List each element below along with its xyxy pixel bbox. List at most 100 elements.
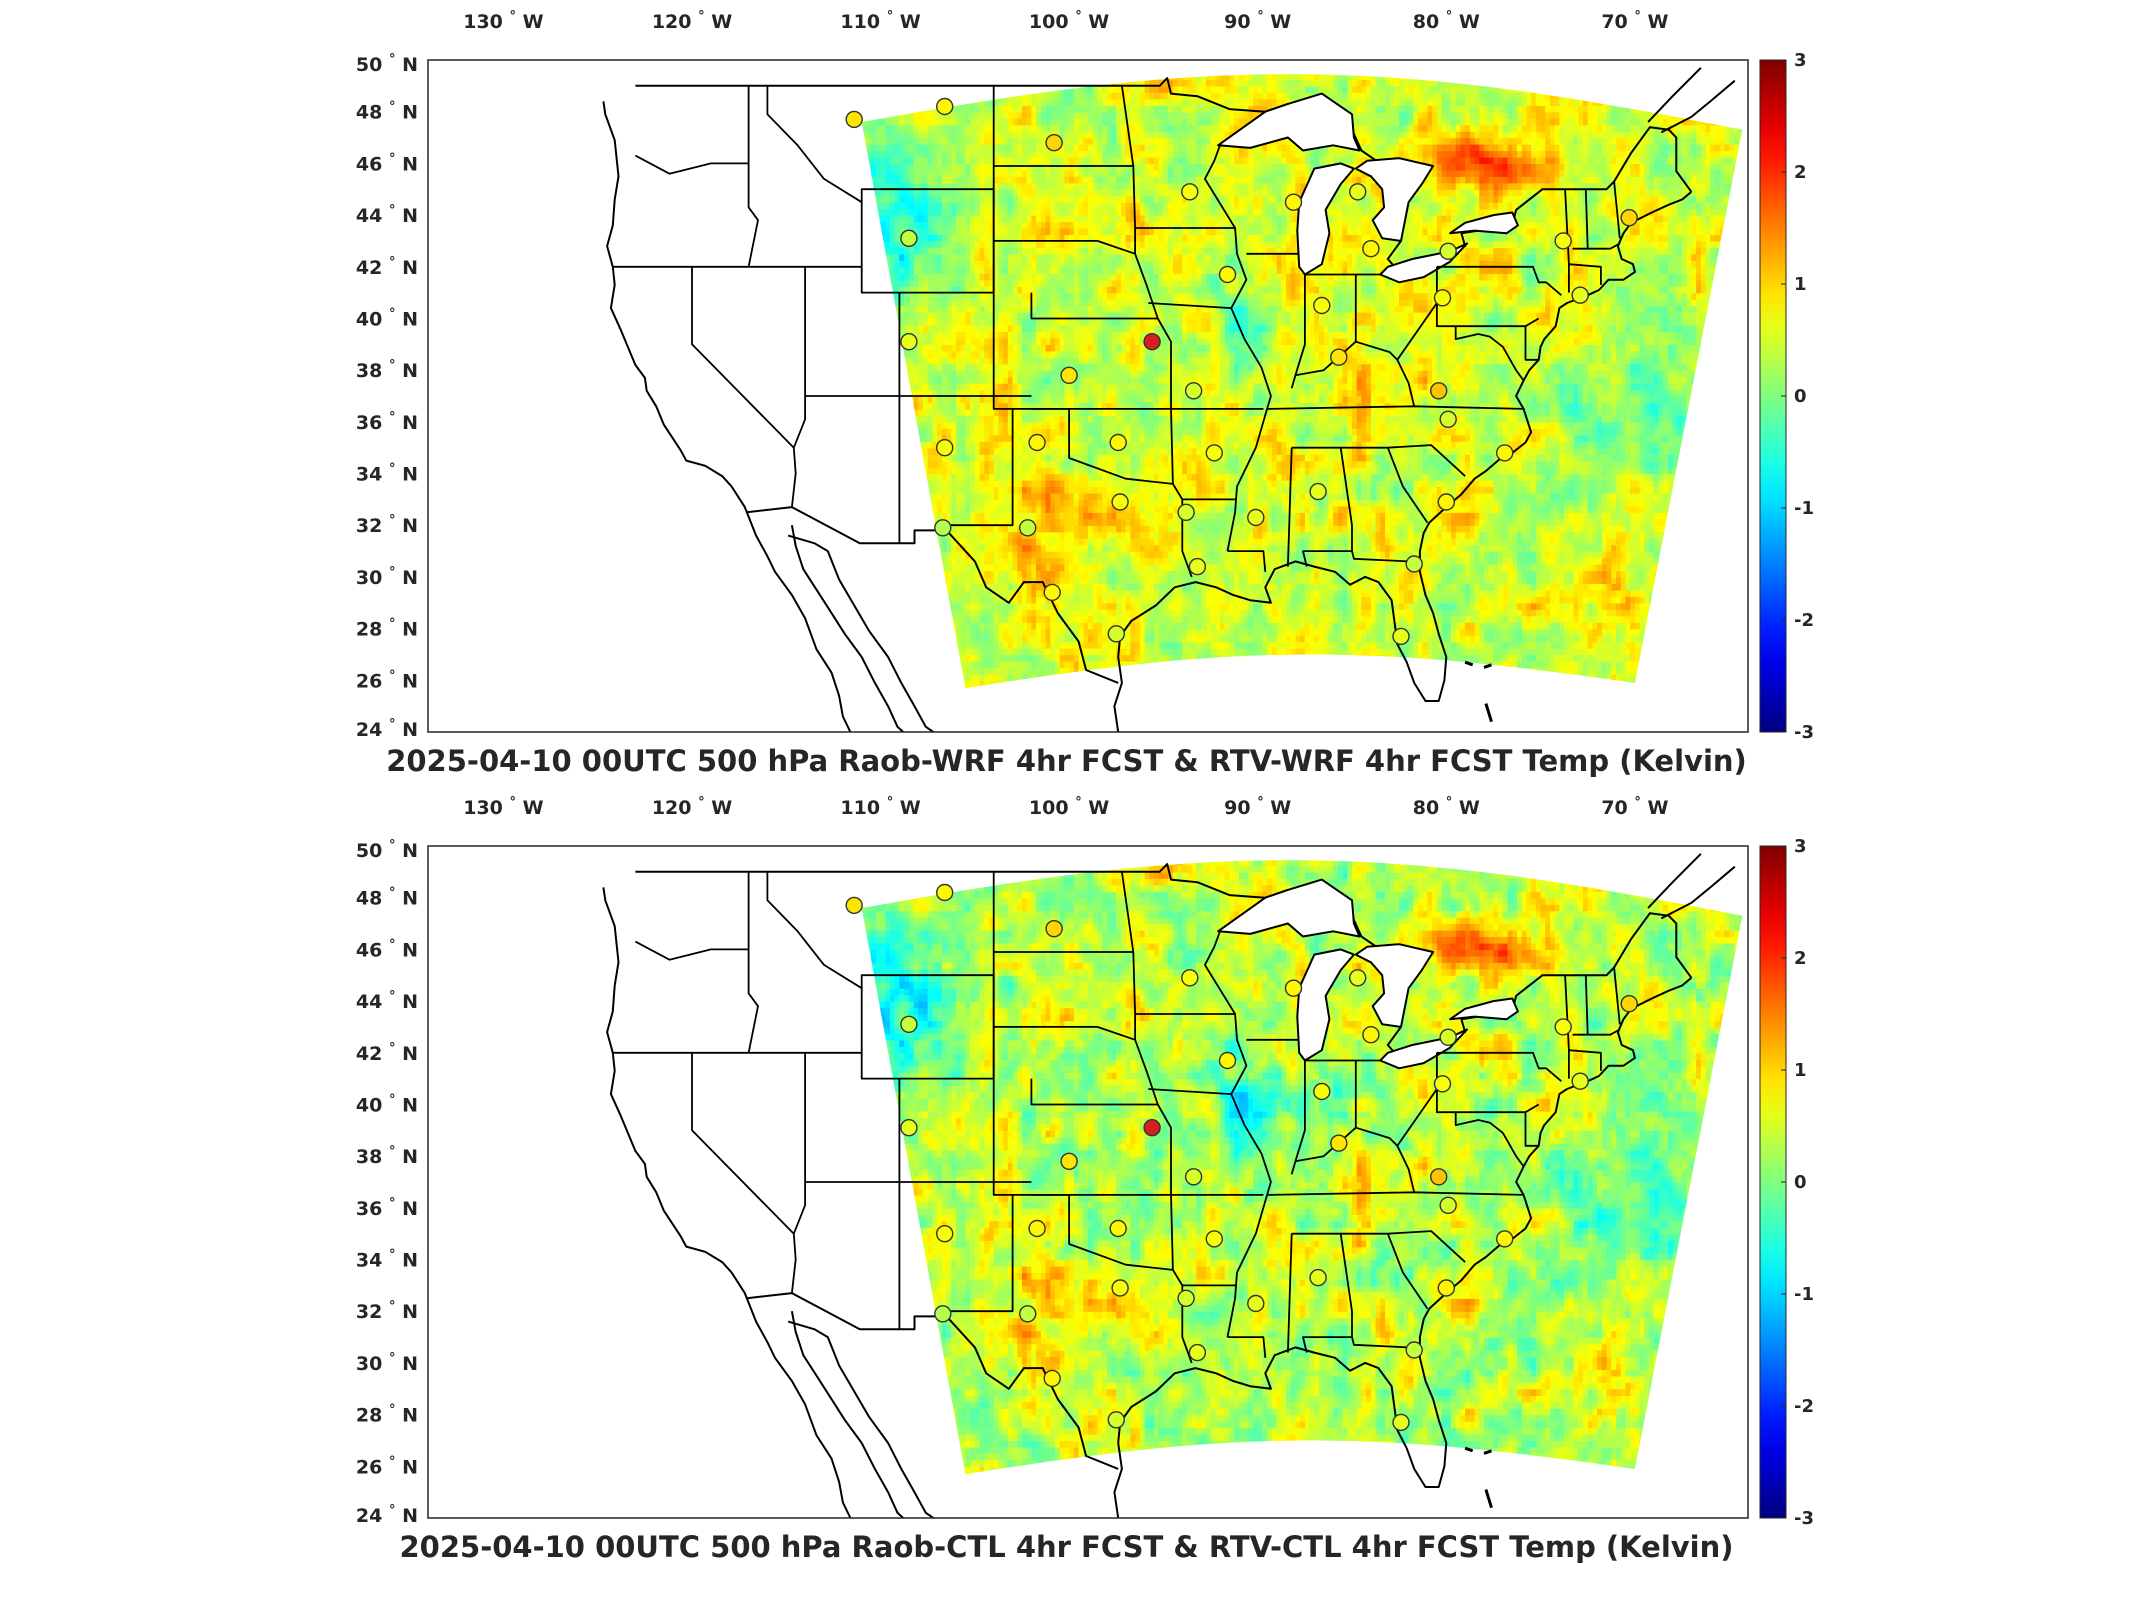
raob-station-marker <box>1309 1268 1327 1287</box>
lon-tick-label: 130 ° W <box>463 9 543 33</box>
colorbar-tick-label: 2 <box>1794 948 1807 969</box>
raob-station-marker <box>1107 625 1126 643</box>
raob-station-marker <box>1043 1369 1061 1388</box>
raob-station-marker <box>845 896 863 915</box>
lat-tick-label: 36 ° N <box>356 410 418 434</box>
raob-station-marker <box>900 1119 918 1137</box>
raob-station-marker <box>1309 482 1327 501</box>
raob-station-marker <box>936 439 954 457</box>
map-boundaries <box>602 67 1736 732</box>
raob-station-marker <box>1620 994 1638 1013</box>
raob-station-marker <box>1313 1082 1331 1101</box>
raob-station-marker <box>1554 232 1572 250</box>
lon-tick-label: 70 ° W <box>1601 9 1668 33</box>
raob-station-marker <box>1439 410 1457 428</box>
lat-tick-label: 26 ° N <box>356 1454 418 1478</box>
lat-tick-label: 38 ° N <box>356 1144 418 1168</box>
lat-tick-label: 30 ° N <box>356 1351 418 1375</box>
lat-tick-label: 36 ° N <box>356 1196 418 1220</box>
lon-tick-label: 130 ° W <box>463 795 543 819</box>
raob-station-marker <box>1362 239 1380 258</box>
panel-title: 2025-04-10 00UTC 500 hPa Raob-CTL 4hr FC… <box>0 1530 2133 1564</box>
colorbar-tick-label: -2 <box>1794 1396 1814 1417</box>
lat-tick-label: 32 ° N <box>356 1299 418 1323</box>
colorbar: 3 2 1 0 -1 -2 -3 <box>1759 836 1814 1529</box>
raob-station-marker <box>1571 286 1589 304</box>
raob-station-marker <box>1109 1219 1127 1238</box>
lon-tick-label: 120 ° W <box>652 9 732 33</box>
colorbar-tick-label: 3 <box>1794 50 1807 71</box>
lat-tick-label: 46 ° N <box>356 151 418 175</box>
raob-station-marker <box>1247 508 1265 527</box>
lat-tick-label: 30 ° N <box>356 565 418 589</box>
raob-station-marker <box>1045 133 1063 152</box>
colorbar-tick-label: 3 <box>1794 836 1807 857</box>
lon-tick-label: 90 ° W <box>1224 9 1291 33</box>
raob-station-marker <box>1348 969 1367 987</box>
raob-station-marker <box>1018 1305 1037 1323</box>
lat-tick-label: 50 ° N <box>356 838 418 862</box>
raob-station-marker <box>1184 1168 1203 1186</box>
raob-station-marker <box>1571 1072 1589 1090</box>
raob-station-marker <box>1107 1411 1126 1429</box>
colorbar-tick-label: -3 <box>1794 722 1814 743</box>
raob-station-marker <box>1284 193 1303 211</box>
raob-station-marker <box>1111 1279 1129 1297</box>
lat-tick-label: 50 ° N <box>356 52 418 76</box>
lat-tick-label: 34 ° N <box>356 462 418 486</box>
raob-station-marker <box>1109 433 1127 452</box>
raob-station-marker <box>1405 1341 1423 1359</box>
lat-tick-label: 44 ° N <box>356 203 418 227</box>
colorbar-tick-label: 1 <box>1794 274 1807 295</box>
raob-station-marker <box>1439 1196 1457 1214</box>
axes-frame <box>427 59 1749 733</box>
raob-station-marker <box>1429 1168 1448 1186</box>
raob-station-marker <box>934 1305 952 1323</box>
raob-station-marker <box>1330 348 1348 366</box>
raob-station-marker <box>1218 265 1237 284</box>
raob-station-marker <box>1043 583 1061 602</box>
colorbar-tick-label: 2 <box>1794 162 1807 183</box>
lon-tick-label: 70 ° W <box>1601 795 1668 819</box>
lon-tick-label: 100 ° W <box>1029 795 1109 819</box>
colorbar-tick-label: -3 <box>1794 1508 1814 1529</box>
panel-title: 2025-04-10 00UTC 500 hPa Raob-WRF 4hr FC… <box>0 744 2133 778</box>
raob-station-marker <box>1313 296 1331 315</box>
colorbar: 3 2 1 0 -1 -2 -3 <box>1759 50 1814 743</box>
raob-station-marker <box>1143 1119 1161 1137</box>
lon-tick-label: 110 ° W <box>840 795 920 819</box>
lat-tick-label: 40 ° N <box>356 307 418 331</box>
map-plot-ctl: 130 ° W 120 ° W 110 ° W 100 ° W 90 ° W 80 ° W… <box>356 795 1814 1529</box>
lat-tick-label: 48 ° N <box>356 100 418 124</box>
lon-tick-label: 90 ° W <box>1224 795 1291 819</box>
lon-tick-label: 100 ° W <box>1029 9 1109 33</box>
raob-station-marker <box>1177 503 1195 521</box>
lat-tick-label: 44 ° N <box>356 989 418 1013</box>
lat-tick-label: 32 ° N <box>356 513 418 537</box>
lon-tick-label: 110 ° W <box>840 9 920 33</box>
lat-tick-label: 34 ° N <box>356 1248 418 1272</box>
raob-station-marker <box>1433 1075 1452 1093</box>
colorbar-tick-label: -1 <box>1794 498 1814 519</box>
map-plot-wrf: 130 ° W 120 ° W 110 ° W 100 ° W 90 ° W 80 ° W… <box>356 9 1814 743</box>
raob-station-marker <box>1060 1152 1078 1170</box>
lat-tick-label: 40 ° N <box>356 1093 418 1117</box>
raob-station-marker <box>936 1225 954 1243</box>
raob-station-marker <box>1554 1018 1572 1036</box>
map-panel-ctl: 130 ° W 120 ° W 110 ° W 100 ° W 90 ° W 80 ° W… <box>0 786 2133 1576</box>
raob-station-marker <box>1028 433 1046 452</box>
raob-station-marker <box>1330 1134 1348 1152</box>
raob-station-marker <box>1620 208 1638 227</box>
lat-tick-label: 48 ° N <box>356 886 418 910</box>
lat-tick-label: 28 ° N <box>356 1403 418 1427</box>
raob-station-marker <box>1060 366 1078 384</box>
lat-tick-label: 24 ° N <box>356 717 418 741</box>
raob-station-marker <box>1429 382 1448 400</box>
raob-station-marker <box>1362 1025 1380 1044</box>
raob-station-marker <box>1188 557 1207 576</box>
lat-tick-label: 28 ° N <box>356 617 418 641</box>
lat-tick-label: 24 ° N <box>356 1503 418 1527</box>
lon-tick-label: 80 ° W <box>1413 9 1480 33</box>
lat-tick-label: 46 ° N <box>356 937 418 961</box>
lat-tick-label: 26 ° N <box>356 668 418 692</box>
